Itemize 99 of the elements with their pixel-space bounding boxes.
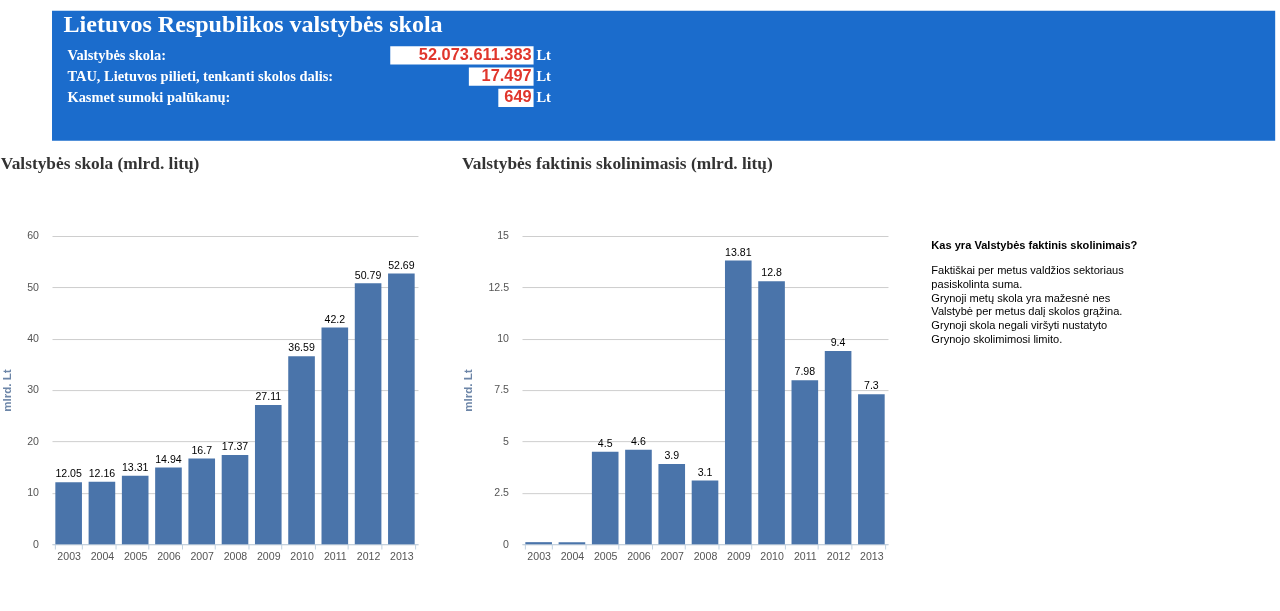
data-label: 36.59 xyxy=(288,341,315,354)
data-label: 17.37 xyxy=(221,440,249,453)
y-tick-label: 2.5 xyxy=(494,486,510,499)
x-tick-label: 2003 xyxy=(527,550,552,563)
x-tick-label: 2007 xyxy=(190,550,215,563)
y-tick-label: 10 xyxy=(27,486,40,499)
text: Kasmet sumoki palūkanų: xyxy=(67,89,231,106)
text: Valstybės skola: xyxy=(67,46,166,63)
x-tick-label: 2008 xyxy=(693,550,718,563)
x-tick-label: 2008 xyxy=(223,550,248,563)
text: 17.497 xyxy=(481,65,532,84)
y-tick-label: 10 xyxy=(497,332,510,345)
bar xyxy=(625,449,652,545)
data-label: 13.31 xyxy=(121,461,149,474)
bar xyxy=(88,481,116,545)
y-tick-label: 60 xyxy=(27,229,40,242)
data-label: 4.5 xyxy=(597,436,613,449)
x-tick-label: 2003 xyxy=(57,550,81,563)
bar xyxy=(55,482,82,545)
y-tick-label: 0 xyxy=(503,537,510,550)
bar xyxy=(824,351,852,545)
bar xyxy=(591,451,619,545)
bar xyxy=(858,394,885,545)
data-label: 7.3 xyxy=(864,379,879,392)
data-label: 52.69 xyxy=(388,258,415,271)
bar xyxy=(388,273,415,545)
data-label: 3.1 xyxy=(697,465,713,478)
y-tick-label: 50 xyxy=(27,280,40,293)
bar xyxy=(724,260,752,545)
bar xyxy=(758,281,785,545)
text: Grynoji skola negali viršyti nustatyto xyxy=(931,319,1108,332)
chart-title: Valstybės skola (mlrd. litų) xyxy=(0,153,200,173)
y-tick-label: 0 xyxy=(33,537,40,550)
data-label: 27.11 xyxy=(255,390,282,403)
text: Grynojo skolimimosi limito. xyxy=(931,333,1063,346)
text: Kas yra Valstybės faktinis skolinimais? xyxy=(931,238,1138,251)
data-label: 12.8 xyxy=(761,266,782,279)
bar xyxy=(254,404,282,545)
x-tick-label: 2005 xyxy=(593,550,618,563)
y-tick-label: 30 xyxy=(27,383,40,396)
y-axis-title: mlrd. Lt xyxy=(0,369,13,412)
bar xyxy=(791,380,819,545)
text: Grynoji metų skola yra mažesnė nes xyxy=(931,291,1111,304)
text: Lietuvos Respublikos valstybės skola xyxy=(63,10,443,37)
data-label: 12.05 xyxy=(55,467,82,480)
data-label: 42.2 xyxy=(324,312,346,325)
text: Lt xyxy=(536,89,552,106)
bar xyxy=(354,283,382,545)
bar xyxy=(525,542,552,545)
data-label: 7.98 xyxy=(794,365,816,378)
data-label: 13.81 xyxy=(725,245,752,258)
bar xyxy=(658,464,686,545)
data-label: 12.16 xyxy=(88,466,116,479)
y-tick-label: 15 xyxy=(497,229,510,242)
y-axis-title: mlrd. Lt xyxy=(462,369,475,412)
x-tick-label: 2005 xyxy=(123,550,148,563)
y-tick-label: 5 xyxy=(503,434,510,447)
x-tick-label: 2013 xyxy=(860,550,884,563)
data-label: 14.94 xyxy=(155,452,182,465)
x-tick-label: 2004 xyxy=(560,550,585,563)
x-tick-label: 2012 xyxy=(826,550,851,563)
bar xyxy=(121,475,149,545)
y-tick-label: 40 xyxy=(27,332,40,345)
bar xyxy=(188,458,216,545)
data-label: 9.4 xyxy=(830,336,846,349)
y-tick-label: 7.5 xyxy=(494,383,510,396)
bar xyxy=(321,327,349,545)
data-label: 50.79 xyxy=(354,268,382,281)
chart-title: Valstybės faktinis skolinimasis (mlrd. litų) xyxy=(461,153,773,173)
bar xyxy=(288,356,315,545)
x-tick-label: 2004 xyxy=(90,550,115,563)
text: Lt xyxy=(536,46,552,63)
bar xyxy=(221,454,249,545)
y-tick-label: 12.5 xyxy=(488,280,510,293)
x-tick-label: 2006 xyxy=(627,550,651,563)
text: pasiskolinta suma. xyxy=(931,277,1023,290)
y-tick-label: 20 xyxy=(27,434,40,447)
x-tick-label: 2010 xyxy=(760,550,784,563)
text: TAU, Lietuvos pilieti, tenkanti skolos dalis: xyxy=(67,67,334,84)
data-label: 4.6 xyxy=(631,434,646,447)
x-tick-label: 2013 xyxy=(390,550,414,563)
x-tick-label: 2006 xyxy=(157,550,181,563)
x-tick-label: 2009 xyxy=(256,550,281,563)
bar xyxy=(558,542,586,545)
x-tick-label: 2007 xyxy=(660,550,685,563)
data-label: 3.9 xyxy=(664,449,680,462)
x-tick-label: 2010 xyxy=(290,550,314,563)
text: 649 xyxy=(504,87,532,106)
text: Faktiškai per metus valdžios sektoriaus xyxy=(931,263,1125,276)
text: Valstybė per metus dalį skolos grąžina. xyxy=(931,305,1123,318)
x-tick-label: 2011 xyxy=(793,550,817,563)
bar xyxy=(155,467,182,545)
x-tick-label: 2012 xyxy=(356,550,381,563)
text: 52.073.611.383 xyxy=(418,44,532,63)
x-tick-label: 2009 xyxy=(726,550,751,563)
data-label: 16.7 xyxy=(191,443,213,456)
bar xyxy=(691,480,719,545)
x-tick-label: 2011 xyxy=(323,550,347,563)
text: Lt xyxy=(536,67,552,84)
